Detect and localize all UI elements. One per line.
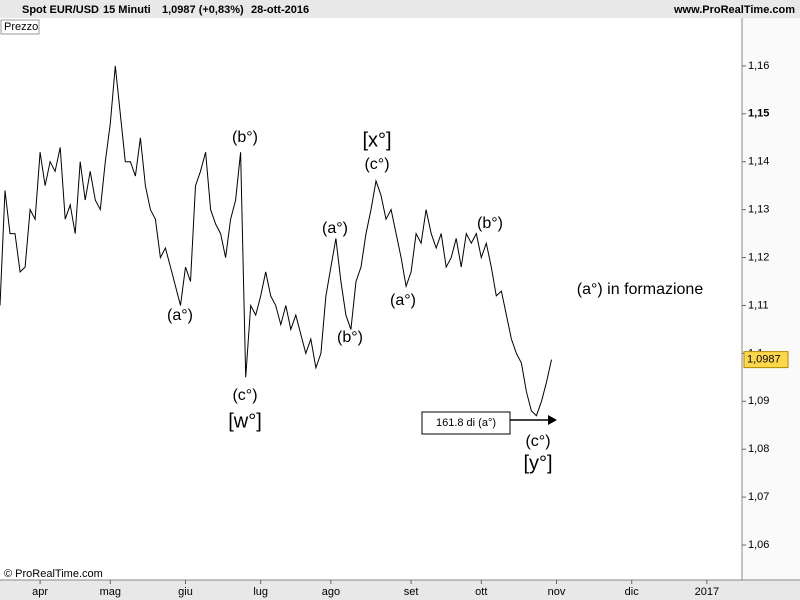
date: 28-ott-2016 — [251, 4, 309, 16]
y-tick-label: 1,13 — [748, 204, 769, 216]
annotation: (b°) — [337, 329, 363, 346]
x-axis-bar — [0, 580, 800, 600]
x-tick-label: 2017 — [695, 586, 719, 598]
interval: 15 Minuti — [103, 4, 151, 16]
y-tick-label: 1,11 — [748, 299, 769, 311]
x-tick-label: lug — [253, 586, 268, 598]
y-tick-label: 1,09 — [748, 395, 769, 407]
annotation: (c°) — [364, 156, 389, 173]
annotation: (c°) — [232, 387, 257, 404]
symbol: Spot EUR/USD — [22, 4, 99, 16]
header-bar — [0, 0, 800, 18]
x-tick-label: giu — [178, 586, 193, 598]
y-tick-label: 1,08 — [748, 443, 769, 455]
x-tick-label: set — [404, 586, 419, 598]
site: www.ProRealTime.com — [673, 4, 795, 16]
panel-label-box — [0, 19, 40, 35]
annotation: (c°) — [525, 433, 550, 450]
x-tick-label: dic — [625, 586, 640, 598]
quote: 1,0987 (+0,83%) — [162, 4, 244, 16]
x-tick-label: ago — [322, 586, 340, 598]
x-tick-label: ott — [475, 586, 487, 598]
y-tick-label: 1,14 — [748, 156, 769, 168]
annotation: (a°) in formazione — [577, 281, 704, 298]
target-arrow-head — [548, 415, 557, 425]
x-tick-label: nov — [548, 586, 566, 598]
panel-label: Prezzo — [4, 21, 38, 33]
x-tick-label: apr — [32, 586, 48, 598]
y-tick-label: 1,16 — [748, 60, 769, 72]
annotation: [w°] — [228, 410, 262, 432]
y-tick-label: 1,07 — [748, 491, 769, 503]
y-tick-label: 1,15 — [748, 108, 769, 120]
annotation: [x°] — [362, 129, 391, 151]
annotation: (b°) — [477, 215, 503, 232]
annotation: [y°] — [523, 452, 552, 474]
y-tick-label: 1,12 — [748, 251, 769, 263]
copyright: © ProRealTime.com — [4, 568, 103, 580]
price-tag-box — [743, 351, 789, 369]
y-tick-label: 1,06 — [748, 539, 769, 551]
price-tag: 1,0987 — [747, 354, 781, 366]
price-line — [0, 65, 552, 417]
annotation: (b°) — [232, 129, 258, 146]
annotation: (a°) — [390, 292, 416, 309]
annotation: (a°) — [322, 220, 348, 237]
x-tick-label: mag — [100, 586, 121, 598]
annotation: (a°) — [167, 307, 193, 324]
annotation: 161.8 di (a°) — [436, 417, 496, 429]
target-box — [421, 411, 511, 435]
y-axis-bar — [742, 18, 800, 580]
